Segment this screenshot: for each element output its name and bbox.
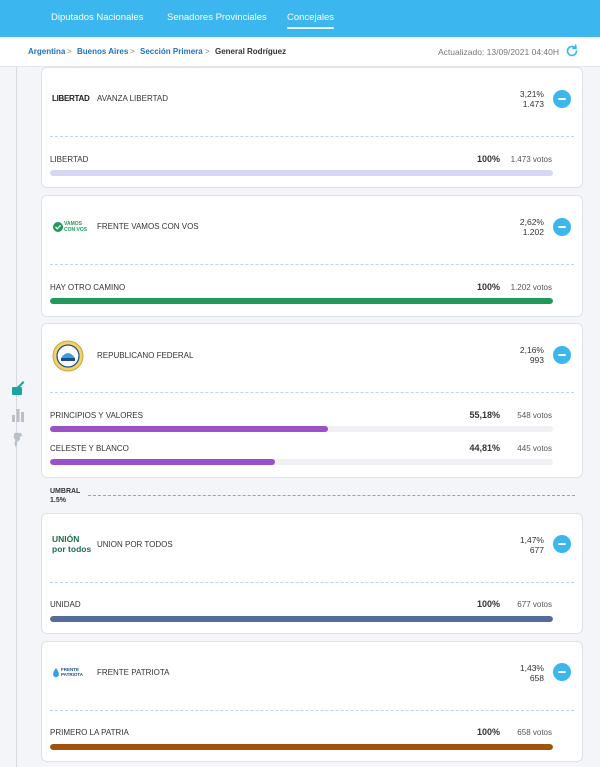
breadcrumb-separator: > <box>67 47 72 56</box>
umbral-line <box>88 495 575 496</box>
party-logo-text: FRENTE PATRIOTA <box>61 667 83 677</box>
party-card: UNIÓN por todos UNION POR TODOS 1,47% 67… <box>41 513 583 634</box>
party-votes: 677 <box>529 545 544 555</box>
list-percentage: 100% <box>476 727 500 737</box>
party-percentage: 1,43% <box>519 663 544 673</box>
top-nav: Diputados Nacionales Senadores Provincia… <box>0 0 600 37</box>
updated-timestamp: Actualizado: 13/09/2021 04:40H <box>438 47 559 57</box>
collapse-button[interactable] <box>553 90 571 108</box>
party-votes: 993 <box>529 355 544 365</box>
party-name: FRENTE PATRIOTA <box>97 668 170 677</box>
bar-chart-icon[interactable] <box>11 407 25 423</box>
list-bar-track <box>50 744 553 750</box>
party-percentage: 3,21% <box>519 89 544 99</box>
list-percentage: 100% <box>476 282 500 292</box>
party-votes: 1.202 <box>522 227 544 237</box>
party-logo: FRENTE PATRIOTA <box>52 662 88 684</box>
collapse-button[interactable] <box>553 535 571 553</box>
party-percentage: 2,16% <box>519 345 544 355</box>
collapse-button[interactable] <box>553 663 571 681</box>
list-bar-track <box>50 170 553 176</box>
party-result: 2,16% 993 <box>520 345 544 365</box>
list-name: UNIDAD <box>50 600 81 609</box>
divider <box>50 264 574 265</box>
list-votes: 658 votos <box>517 728 552 737</box>
party-logo-text: LIBERTAD <box>52 94 90 103</box>
list-bar-fill <box>50 459 276 465</box>
party-logo-text: VAMOS CON VOS <box>64 221 88 233</box>
party-percentage: 1,47% <box>519 535 544 545</box>
breadcrumb-argentina[interactable]: Argentina <box>28 47 66 56</box>
tab-diputados-nacionales[interactable]: Diputados Nacionales <box>51 12 144 23</box>
party-logo-text: UNIÓN por todos <box>52 534 92 554</box>
list-bar-track <box>50 459 553 465</box>
list-bar-fill <box>50 744 553 750</box>
drop-icon <box>53 668 59 678</box>
breadcrumb-bar: Argentina > Buenos Aires > Sección Prime… <box>0 37 600 67</box>
party-votes: 1.473 <box>522 99 544 109</box>
list-percentage: 100% <box>476 599 500 609</box>
party-logo: VAMOS CON VOS <box>52 216 88 238</box>
party-percentage: 2,62% <box>519 217 544 227</box>
party-result: 2,62% 1.202 <box>520 217 544 237</box>
party-name: UNION POR TODOS <box>97 540 173 549</box>
list-votes: 1.473 votos <box>510 155 552 164</box>
list-percentage: 55,18% <box>469 410 500 420</box>
divider <box>50 392 574 393</box>
list-bar-fill <box>50 616 553 622</box>
umbral-value: 1.5% <box>50 497 66 504</box>
divider <box>50 582 574 583</box>
party-votes: 658 <box>529 673 544 683</box>
party-card: VAMOS CON VOS FRENTE VAMOS CON VOS 2,62%… <box>41 195 583 317</box>
party-card: LIBERTAD AVANZA LIBERTAD 3,21% 1.473 LIB… <box>41 67 583 188</box>
party-name: FRENTE VAMOS CON VOS <box>97 222 199 231</box>
list-name: CELESTE Y BLANCO <box>50 444 129 453</box>
umbral-title: UMBRAL <box>50 488 81 495</box>
list-votes: 1.202 votos <box>510 283 552 292</box>
party-name: REPUBLICANO FEDERAL <box>97 351 194 360</box>
list-bar-fill <box>50 170 553 176</box>
party-logo: UNIÓN por todos <box>52 532 91 560</box>
tab-concejales[interactable]: Concejales <box>287 12 334 29</box>
list-bar-fill <box>50 298 553 304</box>
list-name: HAY OTRO CAMINO <box>50 283 126 292</box>
divider <box>50 710 574 711</box>
list-votes: 445 votos <box>517 444 552 453</box>
list-name: LIBERTAD <box>50 155 89 164</box>
list-bar-track <box>50 298 553 304</box>
map-icon[interactable] <box>11 432 25 448</box>
collapse-button[interactable] <box>553 218 571 236</box>
list-bar-track <box>50 426 553 432</box>
list-name: PRIMERO LA PATRIA <box>50 728 129 737</box>
party-card: REPUBLICANO FEDERAL 2,16% 993 PRINCIPIOS… <box>41 323 583 478</box>
breadcrumb-separator: > <box>130 47 135 56</box>
party-logo <box>52 340 84 372</box>
divider <box>50 136 574 137</box>
breadcrumb-buenos-aires[interactable]: Buenos Aires <box>77 47 129 56</box>
party-card: FRENTE PATRIOTA FRENTE PATRIOTA 1,43% 65… <box>41 641 583 762</box>
breadcrumb-seccion-primera[interactable]: Sección Primera <box>140 47 203 56</box>
tab-senadores-provinciales[interactable]: Senadores Provinciales <box>167 12 267 23</box>
umbral-label: UMBRAL 1.5% <box>50 487 80 505</box>
party-logo: LIBERTAD <box>52 88 90 110</box>
collapse-button[interactable] <box>553 346 571 364</box>
list-bar-fill <box>50 426 328 432</box>
party-result: 3,21% 1.473 <box>520 89 544 109</box>
party-name: AVANZA LIBERTAD <box>97 94 168 103</box>
party-result: 1,47% 677 <box>520 535 544 555</box>
party-result: 1,43% 658 <box>520 663 544 683</box>
list-name: PRINCIPIOS Y VALORES <box>50 411 143 420</box>
breadcrumb-separator: > <box>205 47 210 56</box>
check-icon <box>53 222 63 232</box>
list-percentage: 44,81% <box>469 443 500 453</box>
breadcrumb-general-rodriguez: General Rodríguez <box>215 47 287 56</box>
list-votes: 677 votos <box>517 600 552 609</box>
vote-box-icon[interactable] <box>11 380 25 396</box>
list-percentage: 100% <box>476 154 500 164</box>
list-votes: 548 votos <box>517 411 552 420</box>
refresh-icon[interactable] <box>565 44 579 58</box>
list-bar-track <box>50 616 553 622</box>
